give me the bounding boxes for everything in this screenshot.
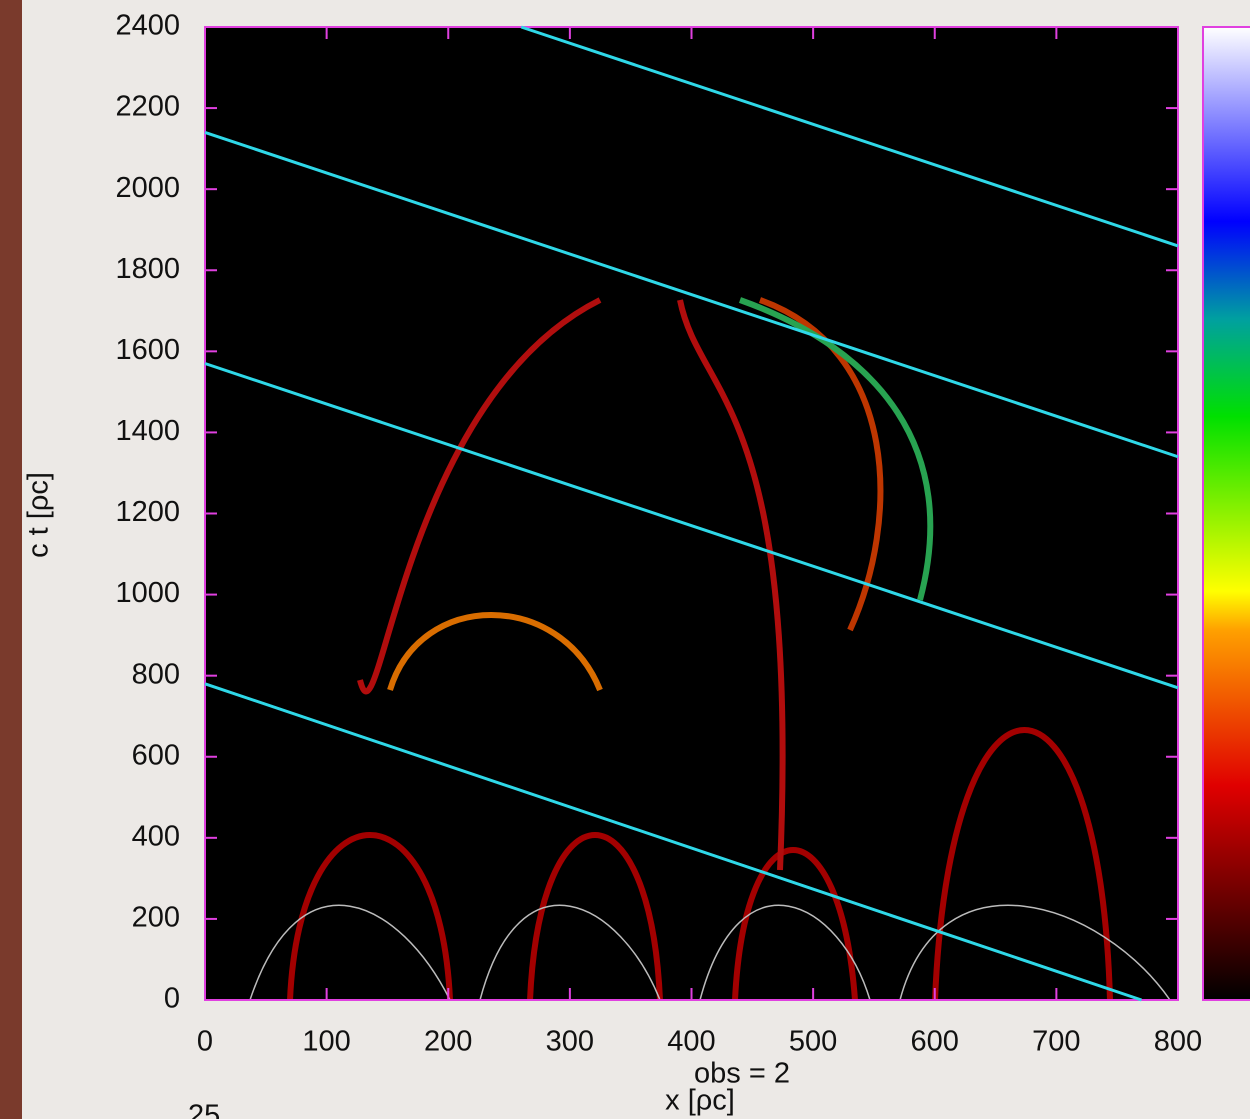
x-tick-label: 200 [424,1026,472,1058]
series-line [204,130,1179,459]
y-tick-label: 2200 [115,91,180,123]
y-tick-label: 2400 [115,10,180,42]
x-tick-label: 700 [1032,1026,1080,1058]
x-tick-label: 0 [197,1026,213,1058]
y-tick-label: 0 [164,983,180,1015]
y-tick-label: 1200 [115,496,180,528]
colorbar [1202,26,1250,1001]
series-line [204,682,1142,1002]
y-tick-label: 600 [132,739,180,771]
plot-area [205,27,1178,1000]
x-tick-label: 400 [667,1026,715,1058]
x-tick-label: 500 [789,1026,837,1058]
series-line [204,362,1179,690]
y-tick-label: 200 [132,902,180,934]
y-tick-label: 400 [132,820,180,852]
series-line [520,25,1179,248]
y-tick-label: 2000 [115,172,180,204]
x-tick-label: 100 [302,1026,350,1058]
heatmap-texture [249,297,1171,1001]
y-tick-label: 1400 [115,415,180,447]
y-tick-label: 800 [132,658,180,690]
x-tick-label: 600 [911,1026,959,1058]
y-tick-label: 1000 [115,577,180,609]
page-number: 25 [188,1100,220,1119]
x-tick-label: 800 [1154,1026,1202,1058]
y-axis-label: c t [ρc] [23,472,55,558]
y-tick-label: 1600 [115,334,180,366]
y-tick-label: 1800 [115,253,180,285]
slide-edge [0,0,22,1119]
annotation: obs = 2 [694,1058,790,1090]
x-tick-label: 300 [546,1026,594,1058]
x-axis-label: x [ρc] [665,1085,735,1117]
